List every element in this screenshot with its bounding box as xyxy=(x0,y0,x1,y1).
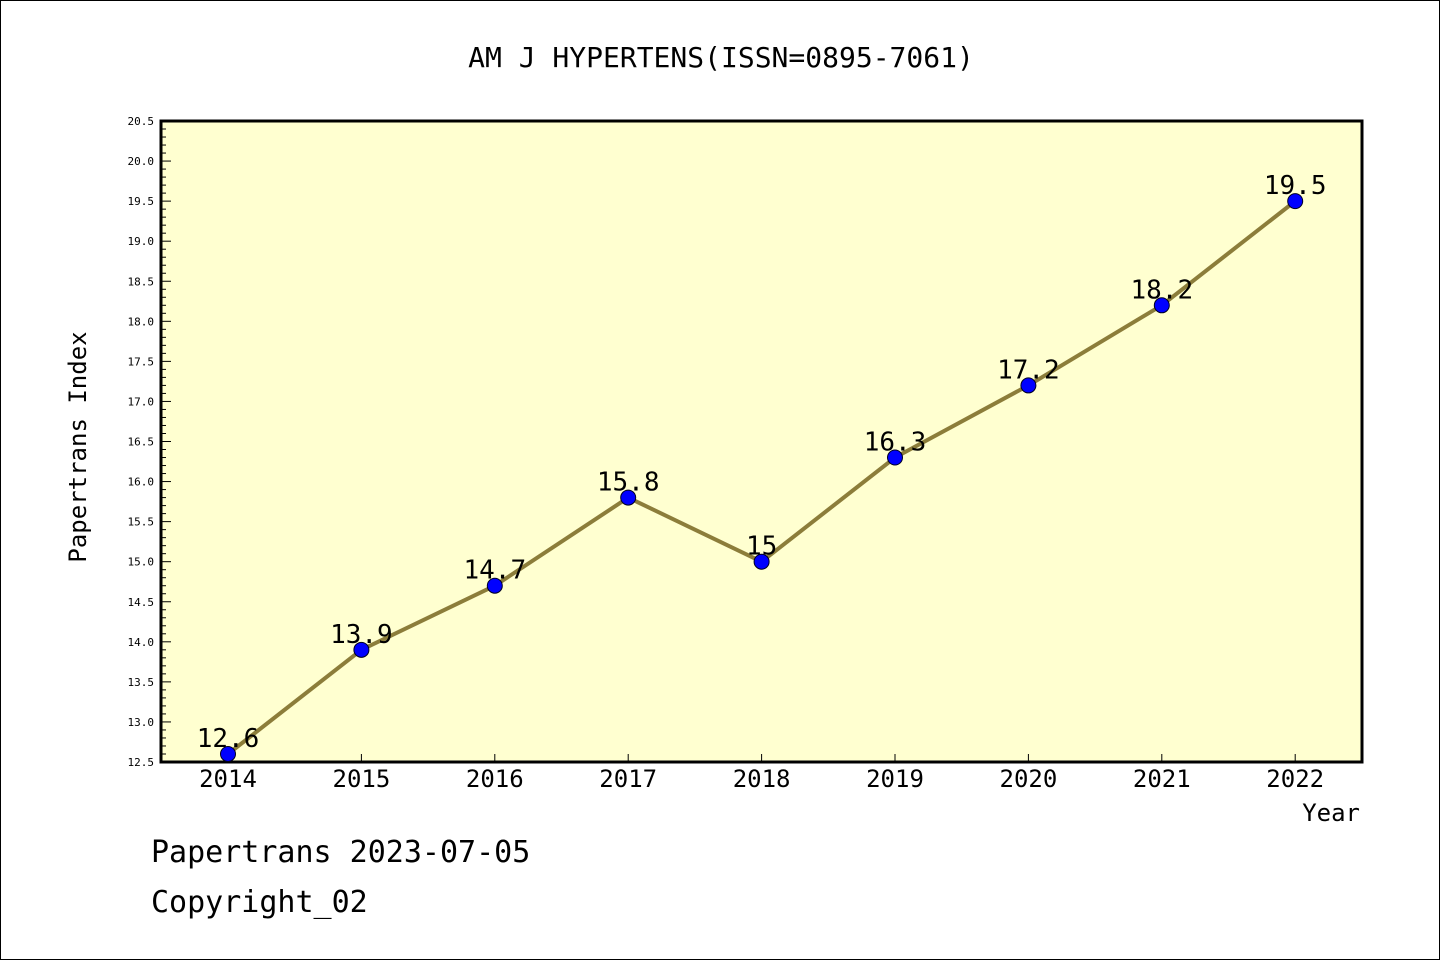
x-tick-label: 2021 xyxy=(1133,765,1191,793)
y-tick-label: 12.5 xyxy=(128,756,155,769)
y-tick-label: 19.0 xyxy=(128,235,155,248)
data-label: 18.2 xyxy=(1130,275,1193,305)
y-tick-label: 16.0 xyxy=(128,476,155,489)
data-label: 15.8 xyxy=(597,468,660,498)
x-tick-label: 2015 xyxy=(333,765,391,793)
y-axis: 12.5 13.0 13.5 14.0 14.5 15.0 15.5 16.0 16.5 17.0… xyxy=(128,115,171,769)
y-tick-label: 18.0 xyxy=(128,315,155,328)
x-tick-label: 2020 xyxy=(1000,765,1058,793)
y-tick-label: 16.5 xyxy=(128,436,155,449)
y-tick-label: 19.5 xyxy=(128,195,155,208)
y-tick-label: 13.0 xyxy=(128,716,155,729)
data-point xyxy=(887,449,903,466)
data-point xyxy=(220,745,236,762)
y-tick-label: 15.0 xyxy=(128,556,155,569)
data-point xyxy=(1287,193,1304,210)
data-label: 14.7 xyxy=(463,556,526,586)
data-label: 15 xyxy=(746,532,777,562)
x-axis: 2014 2015 2016 2017 2018 2019 2020 2021 2022 xyxy=(199,754,1324,793)
y-tick-label: 20.0 xyxy=(128,155,155,168)
y-tick-label: 17.0 xyxy=(128,395,155,408)
y-tick-label: 14.0 xyxy=(128,636,155,649)
x-tick-label: 2017 xyxy=(599,765,657,793)
y-tick-label: 18.5 xyxy=(128,275,155,288)
data-point xyxy=(1153,297,1170,314)
data-point xyxy=(753,553,770,570)
y-tick-label: 14.5 xyxy=(128,596,155,609)
x-axis-label: Year xyxy=(1302,799,1360,827)
x-tick-label: 2016 xyxy=(466,765,524,793)
data-point xyxy=(353,641,370,658)
y-axis-label: Papertrans Index xyxy=(64,331,92,562)
y-tick-label: 13.5 xyxy=(128,676,155,689)
y-tick-label: 20.5 xyxy=(128,115,155,128)
data-points xyxy=(220,193,1304,762)
data-point xyxy=(620,489,637,506)
y-tick-label: 15.5 xyxy=(128,516,155,529)
data-label: 12.6 xyxy=(197,724,260,754)
data-label: 16.3 xyxy=(864,428,927,458)
x-tick-label: 2019 xyxy=(866,765,924,793)
data-label: 19.5 xyxy=(1264,171,1327,201)
footer-date-text: Papertrans 2023-07-05 xyxy=(151,835,531,870)
data-labels: 12.6 13.9 14.7 15.8 15 16.3 17.2 18.2 19.5 xyxy=(197,171,1327,754)
x-tick-label: 2022 xyxy=(1266,765,1324,793)
chart-title: AM J HYPERTENS(ISSN=0895-7061) xyxy=(468,41,974,74)
data-label: 17.2 xyxy=(997,355,1060,385)
data-label: 13.9 xyxy=(330,620,393,650)
y-tick-label: 17.5 xyxy=(128,355,155,368)
x-tick-label: 2018 xyxy=(733,765,791,793)
x-tick-label: 2014 xyxy=(199,765,257,793)
data-point xyxy=(486,577,503,594)
data-point xyxy=(1020,377,1037,394)
footer-copyright-text: Copyright_02 xyxy=(151,885,368,920)
